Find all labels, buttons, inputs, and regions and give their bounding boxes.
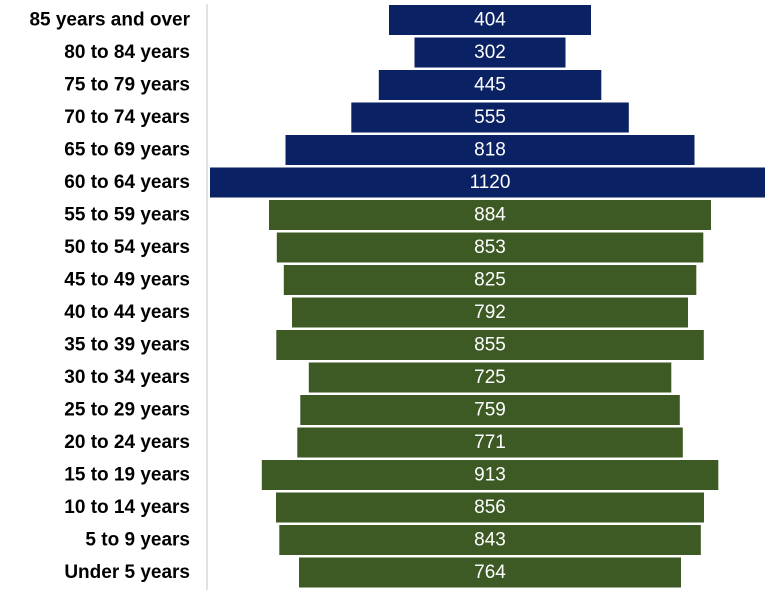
category-label: 80 to 84 years [64,42,190,63]
category-labels-group: 85 years and over 80 to 84 years 75 to 79 … [29,10,190,584]
category-label: 70 to 74 years [64,107,190,128]
category-label: 40 to 44 years [64,302,190,323]
bar-50-to-54-years [276,232,704,263]
value-label: 555 [474,107,506,128]
value-labels-group: 404 302 445 555 818 1120 884 853 825 792 855 725 759… [470,10,511,584]
value-label: 843 [474,530,506,551]
value-label: 445 [474,75,506,96]
bar-15-to-19-years [261,460,719,490]
category-label: 10 to 14 years [64,497,190,518]
bar-40-to-44-years [292,297,688,328]
value-label: 913 [474,465,506,486]
category-label: 20 to 24 years [64,432,190,453]
category-label: 60 to 64 years [64,172,190,193]
bar-60-to-64-years [210,167,765,198]
value-label: 1120 [470,172,511,193]
value-label: 792 [474,302,506,323]
value-label: 853 [474,237,506,258]
bars-group [210,5,765,588]
value-label: 759 [474,400,506,421]
value-label: 825 [474,270,506,291]
bar-25-to-29-years [300,395,680,425]
value-label: 818 [474,140,506,161]
bar-75-to-79-years [378,70,602,100]
category-label: 35 to 39 years [64,335,190,356]
value-label: 856 [474,497,506,518]
bar-80-to-84-years [414,37,566,68]
category-label: 85 years and over [29,10,190,31]
value-label: 404 [474,10,506,31]
bar-5-to-9-years [279,525,701,555]
bar-30-to-34-years [308,362,672,393]
value-label: 771 [474,432,506,453]
category-label: 75 to 79 years [64,75,190,96]
value-label: 855 [474,335,506,356]
category-label: 50 to 54 years [64,237,190,258]
bar-10-to-14-years [276,492,704,523]
bar-45-to-49-years [283,265,697,295]
bar-35-to-39-years [276,330,704,360]
value-label: 764 [474,562,506,583]
bar-65-to-69-years [285,135,695,165]
bar-20-to-24-years [297,427,683,458]
value-label: 725 [474,367,506,388]
bar-85-years-and-over [389,5,591,35]
category-label: 65 to 69 years [64,140,190,161]
category-label: 25 to 29 years [64,400,190,421]
value-label: 302 [474,42,506,63]
category-label: 55 to 59 years [64,205,190,226]
category-label: 45 to 49 years [64,270,190,291]
category-label: Under 5 years [64,562,190,583]
bar-70-to-74-years [351,102,629,133]
category-label: 15 to 19 years [64,465,190,486]
bar-under-5-years [299,557,681,588]
bar-55-to-59-years [269,200,711,230]
category-label: 30 to 34 years [64,367,190,388]
value-label: 884 [474,205,506,226]
category-label: 5 to 9 years [85,530,190,551]
